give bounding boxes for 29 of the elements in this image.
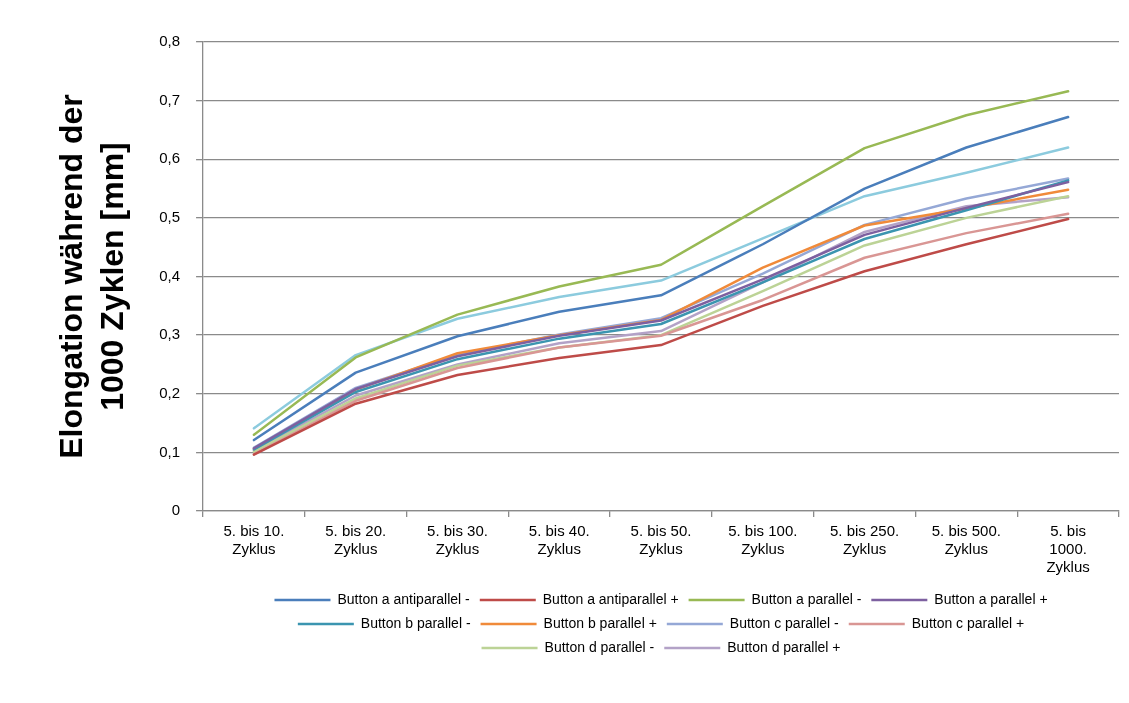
y-tick-label: 0,2 bbox=[159, 383, 181, 401]
x-tick-label: 5. bis 100. Zyklus bbox=[728, 522, 798, 558]
y-tick-label: 0,4 bbox=[159, 266, 181, 284]
x-tick-label: 5. bis 50. Zyklus bbox=[630, 522, 692, 558]
y-tick-label: 0,5 bbox=[159, 208, 181, 226]
legend-label: Button c parallel + bbox=[911, 614, 1025, 631]
y-tick-label: 0,1 bbox=[159, 442, 181, 460]
x-tick-label: 5. bis 1000. Zyklus bbox=[1046, 522, 1090, 576]
y-tick-label: 0 bbox=[171, 501, 181, 519]
x-tick-label: 5. bis 30. Zyklus bbox=[427, 522, 488, 558]
y-tick-label: 0,8 bbox=[159, 32, 181, 50]
x-tick-label: 5. bis 500. Zyklus bbox=[931, 522, 1001, 558]
y-tick-label: 0,7 bbox=[159, 90, 181, 108]
legend-label: Button d parallel + bbox=[727, 638, 841, 655]
legend-label: Button a antiparallel - bbox=[337, 590, 471, 607]
x-tick-label: 5. bis 20. Zyklus bbox=[325, 522, 387, 558]
y-tick-label: 0,6 bbox=[159, 149, 181, 167]
x-tick-label: 5. bis 10. Zyklus bbox=[223, 522, 285, 558]
y-tick-label: 0,3 bbox=[159, 325, 181, 343]
y-axis-title: Elongation während der 1000 Zyklen [mm] bbox=[52, 94, 131, 459]
legend-label: Button a parallel + bbox=[934, 590, 1048, 607]
legend-label: Button c parallel - bbox=[729, 614, 840, 631]
legend-label: Button b parallel + bbox=[543, 614, 657, 631]
x-tick-label: 5. bis 40. Zyklus bbox=[528, 522, 590, 558]
legend-label: Button d parallel - bbox=[544, 638, 655, 655]
legend-label: Button b parallel - bbox=[360, 614, 471, 631]
legend-label: Button a parallel - bbox=[751, 590, 862, 607]
x-tick-label: 5. bis 250. Zyklus bbox=[829, 522, 900, 558]
legend-label: Button a antiparallel + bbox=[542, 590, 679, 607]
